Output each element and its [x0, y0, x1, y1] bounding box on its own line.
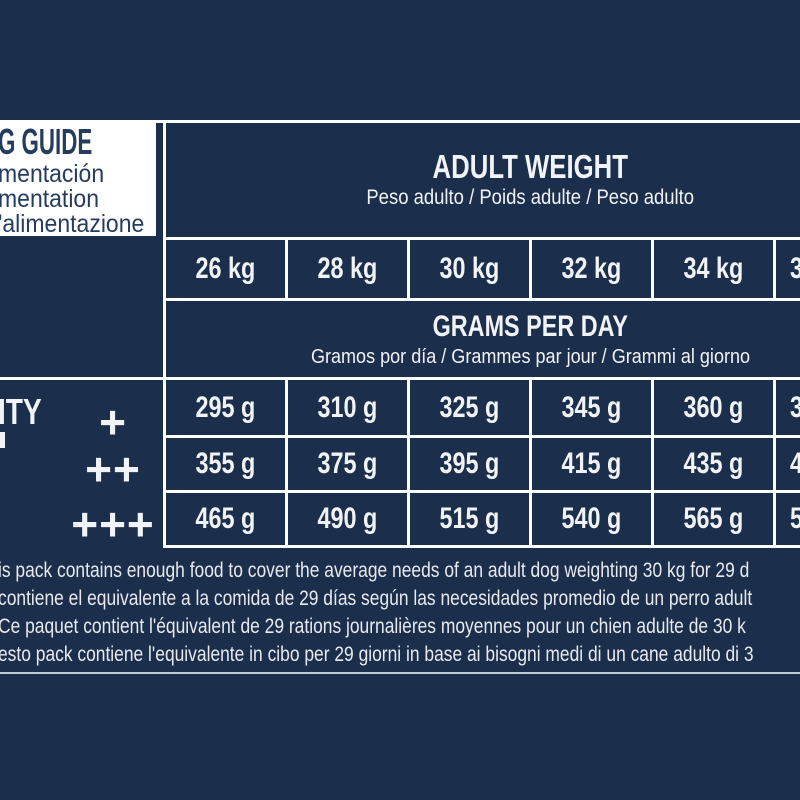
weight-header-34kg: 34 kg: [654, 240, 773, 298]
truncated-letter-fragment: [0, 432, 5, 448]
feeding-guide-subtitle-it: 'alimentazione: [0, 210, 145, 237]
table-cell-r1c3: 325 g: [410, 380, 529, 435]
table-cell-r3c2: 490 g: [288, 493, 407, 545]
grams-per-day-subtitle: Gramos por día / Grammes par jour / Gram…: [310, 344, 751, 368]
feeding-guide-subtitle-fr: mentation: [0, 185, 100, 213]
table-cell-r2c2: 375 g: [288, 438, 407, 490]
table-cell-r2c3: 395 g: [410, 438, 529, 490]
adult-weight-subtitle: Peso adulto / Poids adulte / Peso adulto: [366, 186, 695, 209]
table-cell-r1c6-truncated: 3: [776, 380, 800, 435]
table-cell-r1c4: 345 g: [532, 380, 651, 435]
table-cell-r3c5: 565 g: [654, 493, 773, 545]
weight-header-26kg: 26 kg: [166, 240, 285, 298]
adult-weight-title: ADULT WEIGHT: [432, 148, 629, 185]
footnote-it: esto pack contiene l'equivalente in cibo…: [0, 642, 754, 666]
grams-per-day-header: GRAMS PER DAY Gramos por día / Grammes p…: [166, 301, 800, 377]
table-cell-r2c4: 415 g: [532, 438, 651, 490]
table-cell-r3c6-truncated: 5: [776, 493, 800, 545]
footnotes: is pack contains enough food to cover th…: [0, 556, 800, 668]
feeding-guide-title: G GUIDE: [0, 121, 93, 162]
table-cell-r1c5: 360 g: [654, 380, 773, 435]
weight-header-28kg: 28 kg: [288, 240, 407, 298]
table-cell-r1c1: 295 g: [166, 380, 285, 435]
activity-label-truncated: ITY: [0, 391, 42, 432]
feeding-table: ADULT WEIGHT Peso adulto / Poids adulte …: [163, 120, 800, 548]
table-cell-r2c1: 355 g: [166, 438, 285, 490]
activity-level-medium: ++: [85, 443, 141, 495]
footnote-en: is pack contains enough food to cover th…: [0, 558, 750, 582]
table-cell-r1c2: 310 g: [288, 380, 407, 435]
table-cell-r3c3: 515 g: [410, 493, 529, 545]
feeding-guide-box: G GUIDE mentación mentation 'alimentazio…: [0, 120, 156, 236]
activity-level-high: +++: [71, 498, 155, 550]
grams-per-day-title: GRAMS PER DAY: [432, 309, 629, 343]
adult-weight-header: ADULT WEIGHT Peso adulto / Poids adulte …: [166, 123, 800, 237]
table-cell-r3c1: 465 g: [166, 493, 285, 545]
activity-level-low: +: [99, 396, 127, 448]
weight-header-32kg: 32 kg: [532, 240, 651, 298]
table-cell-r2c5: 435 g: [654, 438, 773, 490]
weight-header-truncated: 3: [776, 240, 800, 298]
activity-label-cell: ITY + ++ +++: [0, 377, 166, 548]
footnote-fr: Ce paquet contient l'équivalent de 29 ra…: [0, 614, 746, 638]
feeding-guide-subtitle-es: mentación: [0, 160, 105, 188]
table-cell-r3c4: 540 g: [532, 493, 651, 545]
bottom-divider-line: [0, 672, 800, 674]
weight-header-30kg: 30 kg: [410, 240, 529, 298]
table-cell-r2c6-truncated: 4: [776, 438, 800, 490]
footnote-es: contiene el equivalente a la comida de 2…: [0, 586, 753, 610]
